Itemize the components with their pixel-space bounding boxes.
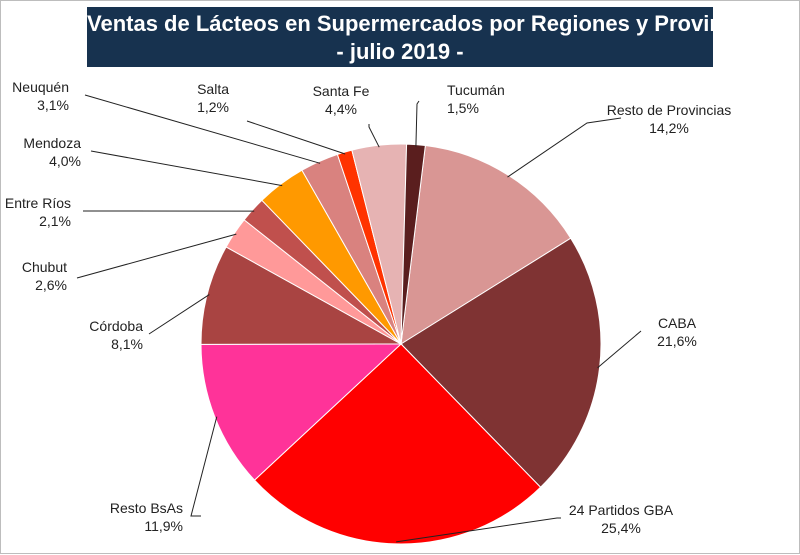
slice-name-label: Entre Ríos — [5, 195, 71, 211]
leader-line-4 — [149, 295, 209, 334]
slice-value-label: 8,1% — [111, 336, 143, 352]
slice-name-label: CABA — [658, 315, 697, 331]
leader-line-10 — [369, 124, 379, 147]
slice-name-label: Mendoza — [23, 135, 81, 151]
slice-value-label: 14,2% — [649, 120, 689, 136]
slice-name-label: Chubut — [22, 259, 67, 275]
slice-name-label: Santa Fe — [313, 83, 370, 99]
leader-line-5 — [77, 234, 236, 278]
slice-name-label: Salta — [197, 81, 229, 97]
leader-line-7 — [91, 151, 282, 186]
slice-value-label: 21,6% — [657, 333, 697, 349]
slice-value-label: 2,6% — [35, 277, 67, 293]
leader-line-0 — [508, 118, 622, 177]
leader-line-1 — [598, 331, 641, 368]
slice-value-label: 3,1% — [37, 97, 69, 113]
leader-line-11 — [416, 101, 419, 147]
slice-name-label: Córdoba — [89, 318, 143, 334]
slice-name-label: Resto de Provincias — [607, 102, 732, 118]
slice-value-label: 11,9% — [144, 518, 183, 534]
slice-value-label: 1,5% — [447, 100, 479, 116]
slice-name-label: Tucumán — [447, 82, 505, 98]
slice-value-label: 25,4% — [601, 520, 641, 536]
slice-value-label: 2,1% — [39, 213, 71, 229]
slice-value-label: 4,0% — [49, 153, 81, 169]
leader-line-3 — [191, 417, 217, 516]
slice-value-label: 1,2% — [197, 99, 229, 115]
slice-name-label: 24 Partidos GBA — [569, 502, 674, 518]
slice-value-label: 4,4% — [325, 101, 357, 117]
slice-name-label: Neuquén — [12, 79, 69, 95]
slice-name-label: Resto BsAs — [110, 500, 183, 516]
leader-line-9 — [247, 121, 345, 154]
